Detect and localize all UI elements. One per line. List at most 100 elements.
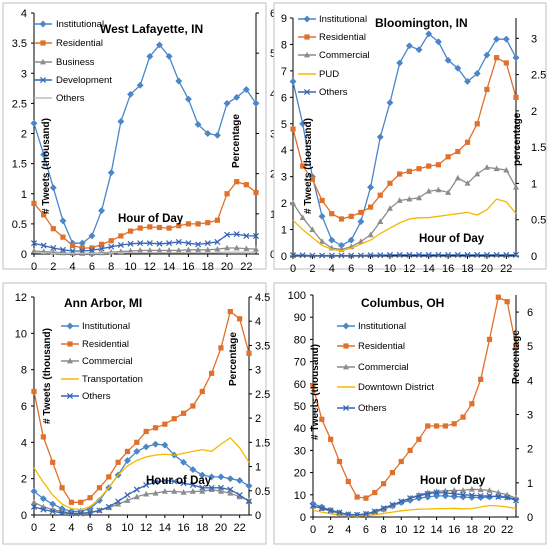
- data-point: [40, 242, 47, 249]
- data-point: [185, 221, 192, 227]
- legend-item: Institutional: [61, 321, 130, 332]
- data-point: [236, 493, 243, 500]
- data-point: [451, 421, 457, 427]
- data-point: [50, 459, 56, 465]
- x-tick-label: 2: [50, 522, 56, 534]
- data-point: [377, 192, 383, 198]
- data-point: [460, 487, 467, 493]
- data-point: [338, 252, 345, 259]
- x-tick-label: 4: [345, 524, 351, 536]
- data-point: [96, 485, 103, 491]
- data-point: [161, 488, 168, 494]
- data-point: [31, 247, 37, 254]
- data-point: [146, 240, 153, 247]
- data-point: [137, 225, 143, 231]
- data-point: [68, 510, 75, 517]
- legend-swatch-marker: [40, 40, 46, 46]
- y-tick-label: 80: [294, 334, 306, 346]
- data-point: [435, 186, 442, 193]
- data-point: [243, 232, 250, 239]
- legend-item: Transportation: [61, 374, 143, 385]
- data-point: [474, 251, 481, 258]
- data-point: [180, 480, 187, 487]
- x-tick-label: 16: [182, 261, 194, 273]
- data-point: [468, 486, 475, 492]
- legend-label: Residential: [56, 38, 103, 49]
- data-point: [435, 251, 442, 258]
- data-point: [49, 508, 56, 515]
- data-point: [362, 510, 369, 517]
- data-point: [226, 475, 234, 483]
- x-tick-label: 0: [290, 263, 296, 275]
- x-tick-label: 20: [221, 261, 233, 273]
- data-point: [217, 488, 224, 494]
- x-tick-label: 22: [500, 263, 512, 275]
- data-point: [253, 245, 259, 252]
- data-point: [152, 425, 159, 431]
- series-institutional: [289, 30, 520, 249]
- data-point: [234, 179, 240, 185]
- data-point: [348, 213, 354, 219]
- series-pud: [292, 198, 517, 252]
- data-point: [242, 85, 250, 94]
- x-tick-label: 8: [368, 263, 374, 275]
- data-point: [473, 69, 481, 78]
- data-point: [367, 183, 375, 191]
- data-point: [224, 231, 231, 238]
- data-point: [445, 251, 452, 258]
- data-point: [180, 410, 187, 416]
- data-point: [70, 242, 76, 249]
- data-point: [236, 476, 244, 485]
- x-tick-label: 12: [144, 261, 156, 273]
- data-point: [454, 251, 461, 258]
- data-point: [245, 482, 253, 490]
- x-axis-label: Hour of Day: [419, 233, 485, 245]
- data-point: [142, 443, 150, 451]
- x-tick-label: 12: [403, 263, 415, 275]
- data-point: [213, 131, 221, 139]
- data-point: [171, 488, 178, 494]
- data-point: [354, 494, 360, 500]
- data-point: [108, 238, 114, 244]
- x-tick-label: 14: [430, 524, 442, 536]
- data-point: [354, 511, 361, 518]
- data-point: [124, 497, 131, 503]
- series-line: [33, 479, 250, 515]
- y-tick-label: 6: [21, 401, 27, 413]
- series-others: [30, 477, 253, 517]
- y-tick-label: 50: [294, 401, 306, 413]
- data-point: [425, 251, 432, 258]
- data-point: [319, 252, 326, 259]
- y2-tick-label: 1: [270, 209, 276, 221]
- data-point: [433, 423, 440, 429]
- x-tick-label: 2: [328, 524, 334, 536]
- y-tick-label: 2: [281, 198, 287, 210]
- y-tick-label: 1.5: [12, 159, 27, 171]
- x-tick-label: 8: [108, 261, 114, 273]
- legend-label: Institutional: [56, 19, 104, 30]
- x-tick-label: 6: [348, 263, 354, 275]
- data-point: [195, 241, 202, 248]
- y-tick-label: 2: [21, 474, 27, 486]
- data-point: [143, 482, 150, 489]
- data-point: [363, 495, 369, 501]
- data-point: [49, 184, 57, 192]
- data-point: [88, 232, 96, 240]
- data-point: [198, 471, 206, 479]
- data-point: [152, 490, 159, 496]
- legend-label: Institutional: [358, 321, 406, 332]
- series-residential: [31, 179, 259, 251]
- data-point: [299, 252, 306, 259]
- data-point: [223, 99, 231, 107]
- legend-label: Others: [82, 391, 111, 402]
- legend-item: Institutional: [337, 321, 406, 332]
- data-point: [512, 497, 520, 504]
- data-point: [180, 489, 187, 495]
- data-point: [407, 447, 413, 453]
- data-point: [493, 165, 500, 172]
- legend-swatch-marker: [343, 343, 349, 349]
- data-point: [208, 486, 215, 492]
- x-tick-label: 6: [87, 522, 93, 534]
